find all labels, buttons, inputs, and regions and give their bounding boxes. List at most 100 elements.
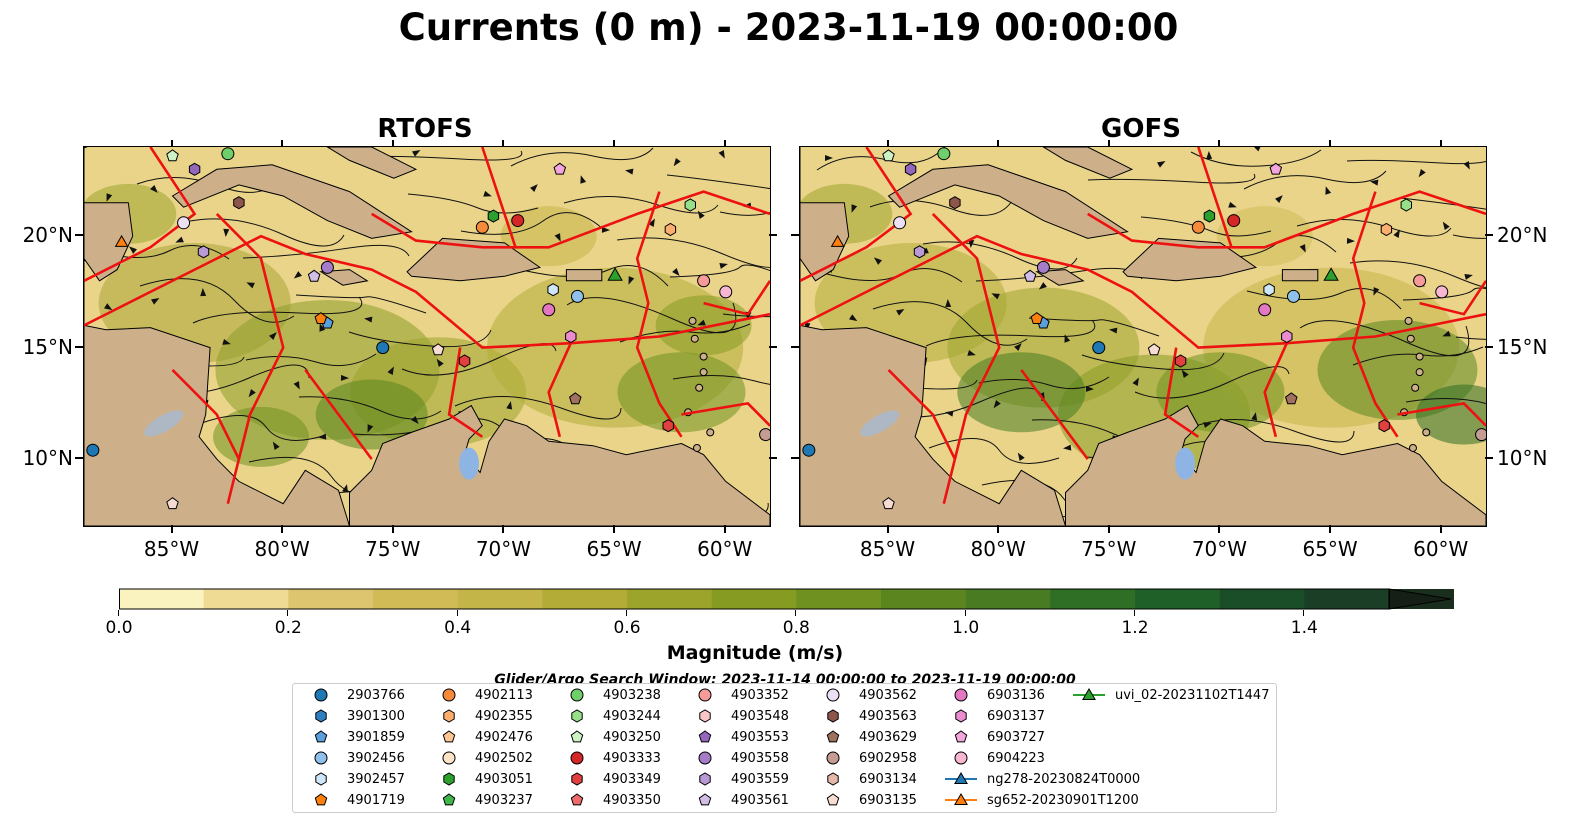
- legend-label: 4903244: [603, 708, 661, 724]
- legend-item: 4903559: [687, 769, 789, 789]
- colorbar-segment: [288, 589, 374, 609]
- legend-item: 3901300: [303, 706, 405, 726]
- circle-marker-icon: [442, 688, 456, 702]
- legend-label: 6903727: [987, 729, 1045, 745]
- legend-label: 6903135: [859, 792, 917, 808]
- lat-tick: [75, 345, 83, 348]
- lat-tick: [1485, 234, 1493, 237]
- legend-item: 3902457: [303, 769, 405, 789]
- pentagon-marker-icon: [314, 793, 328, 806]
- lon-tick-label: 75°W: [365, 537, 421, 561]
- hexagon-marker-icon: [571, 709, 583, 723]
- legend-label: 4903238: [603, 687, 661, 703]
- colorbar-tick: [964, 610, 966, 616]
- legend-item: 4903051: [431, 769, 533, 789]
- colorbar-tick: [456, 610, 458, 616]
- colorbar: [119, 588, 1454, 610]
- colorbar-segment: [373, 589, 459, 609]
- legend-item: 4903333: [559, 748, 661, 768]
- legend-label: 3902457: [347, 771, 405, 787]
- lon-tick-label: 80°W: [254, 537, 310, 561]
- legend-label: 4903349: [603, 771, 661, 787]
- pentagon-marker-icon: [698, 730, 712, 743]
- lat-tick: [769, 345, 777, 348]
- legend-item: 4903352: [687, 685, 789, 705]
- lon-tick: [886, 525, 889, 533]
- hexagon-marker-icon: [955, 709, 967, 723]
- lon-tick: [723, 525, 726, 533]
- lon-tick: [1439, 525, 1442, 533]
- lon-tick: [170, 525, 173, 533]
- colorbar-segment: [1304, 589, 1390, 609]
- legend-item: 3902456: [303, 748, 405, 768]
- legend-label: 4903563: [859, 708, 917, 724]
- legend-item: 4903237: [431, 790, 533, 810]
- lon-tick: [391, 525, 394, 533]
- pentagon-marker-icon: [570, 730, 584, 743]
- legend-label: 6903136: [987, 687, 1045, 703]
- legend-label: 4903333: [603, 750, 661, 766]
- legend-label: 3901859: [347, 729, 405, 745]
- legend-item: 6903727: [943, 727, 1045, 747]
- lat-tick: [791, 234, 799, 237]
- legend-label: 4903250: [603, 729, 661, 745]
- colorbar-segment: [965, 589, 1051, 609]
- legend-item: 2903766: [303, 685, 405, 705]
- pentagon-marker-icon: [826, 793, 840, 806]
- colorbar-tick-label: 0.8: [782, 618, 810, 638]
- legend-item: 4903548: [687, 706, 789, 726]
- lat-tick: [75, 234, 83, 237]
- legend-item: 4903349: [559, 769, 661, 789]
- legend-label: 6904223: [987, 750, 1045, 766]
- colorbar-tick-label: 0.4: [444, 618, 472, 638]
- lon-tick: [1107, 525, 1110, 533]
- legend-label: 4903548: [731, 708, 789, 724]
- lat-tick-label: 10°N: [22, 446, 73, 471]
- lat-tick: [75, 457, 83, 460]
- legend-item: 4901719: [303, 790, 405, 810]
- legend-label: 4901719: [347, 792, 405, 808]
- lon-tick-label: 85°W: [859, 537, 916, 561]
- lon-tick-top: [1107, 140, 1110, 146]
- legend-label: 4903559: [731, 771, 789, 787]
- lat-tick-label: 20°N: [22, 223, 73, 248]
- lat-tick: [1485, 345, 1493, 348]
- colorbar-segment: [1135, 589, 1221, 609]
- colorbar-segment: [881, 589, 967, 609]
- lat-tick: [769, 234, 777, 237]
- colorbar-tick: [626, 610, 627, 616]
- legend-label: 4903352: [731, 687, 789, 703]
- lon-tick-top: [502, 140, 505, 146]
- legend-item: sg652-20230901T1200: [943, 790, 1139, 810]
- legend-item: 6904223: [943, 748, 1045, 768]
- lon-tick-label: 60°W: [1413, 537, 1469, 561]
- legend-item: uvi_02-20231102T1447: [1071, 685, 1269, 705]
- triangle-marker-icon: [945, 772, 977, 784]
- search-window-subtitle: Glider/Argo Search Window: 2023-11-14 00…: [494, 672, 1076, 684]
- legend-item: 4903562: [815, 685, 917, 705]
- colorbar-tick-label: 1.2: [1121, 618, 1149, 638]
- circle-marker-icon: [826, 751, 840, 765]
- colorbar-tick: [795, 610, 797, 616]
- legend-label: 4903051: [475, 771, 533, 787]
- legend-label: 3901300: [347, 708, 405, 724]
- legend-item: 4903244: [559, 706, 661, 726]
- lon-tick-label: 65°W: [1302, 537, 1358, 561]
- legend-item: 4903561: [687, 790, 789, 810]
- hexagon-marker-icon: [315, 772, 327, 786]
- colorbar-segment: [627, 589, 713, 609]
- pentagon-marker-icon: [698, 793, 712, 806]
- legend-item: 6903134: [815, 769, 917, 789]
- hexagon-marker-icon: [827, 772, 839, 786]
- rtofs-current-map[interactable]: [83, 146, 771, 527]
- colorbar-label: Magnitude (m/s): [666, 642, 844, 664]
- lon-tick: [1218, 525, 1221, 533]
- circle-marker-icon: [954, 688, 968, 702]
- lat-tick-label: 20°N: [1497, 223, 1548, 248]
- legend-label: 2903766: [347, 687, 405, 703]
- lat-tick: [791, 345, 799, 348]
- lat-tick: [769, 457, 777, 460]
- lon-tick-top: [391, 140, 394, 146]
- gofs-current-map[interactable]: [799, 146, 1487, 527]
- legend-item: 6903137: [943, 706, 1045, 726]
